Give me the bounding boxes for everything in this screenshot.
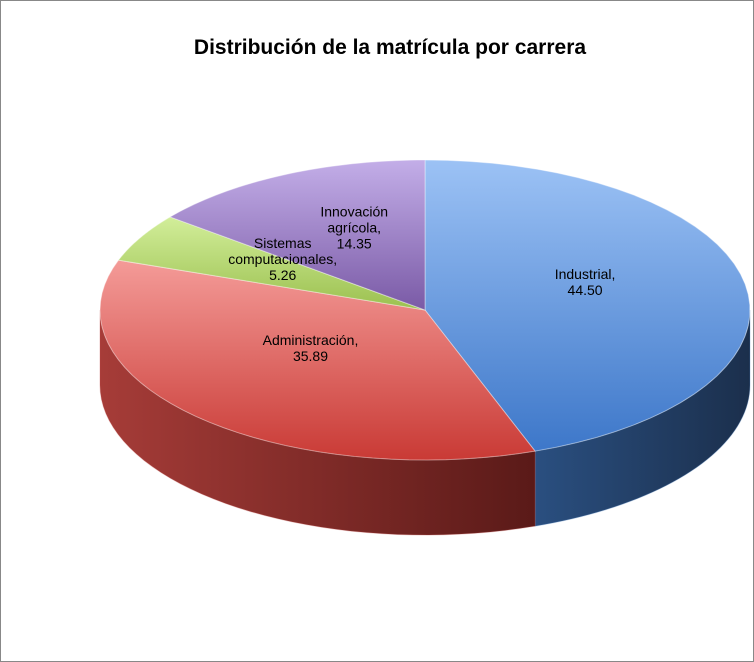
category-word: Innovación — [320, 203, 388, 219]
pie-side — [99, 309, 536, 536]
value-label: 44.50 — [568, 282, 603, 298]
label-separator: , — [354, 332, 358, 348]
data-label: Industrial, 44.50 — [555, 266, 616, 298]
pie-slice — [99, 259, 537, 461]
pie-slice — [117, 216, 426, 311]
value-label: 5.26 — [269, 267, 296, 283]
pie-slice — [168, 159, 426, 311]
category-label: Industrial — [555, 266, 612, 282]
data-label: Sistemas computacionales, 5.26 — [228, 235, 337, 283]
value-label: 35.89 — [293, 348, 328, 364]
label-separator: , — [377, 219, 381, 235]
value-label: 14.35 — [337, 235, 372, 251]
chart-title: Distribución de la matrícula por carrera — [194, 36, 586, 59]
category-word: Industrial — [555, 266, 612, 282]
category-label: Administración — [263, 332, 355, 348]
label-separator: , — [612, 266, 616, 282]
data-label: Innovación agrícola, 14.35 — [320, 203, 388, 251]
pie-slice — [424, 159, 751, 452]
category-word: Sistemas — [254, 235, 312, 251]
data-label: Administración, 35.89 — [263, 332, 359, 364]
category-label: Innovación agrícola — [320, 203, 388, 235]
category-word: Administración — [263, 332, 355, 348]
label-separator: , — [333, 251, 337, 267]
category-label: Sistemas computacionales — [228, 235, 333, 267]
category-word: computacionales — [228, 251, 333, 267]
category-word: agrícola — [327, 219, 377, 235]
